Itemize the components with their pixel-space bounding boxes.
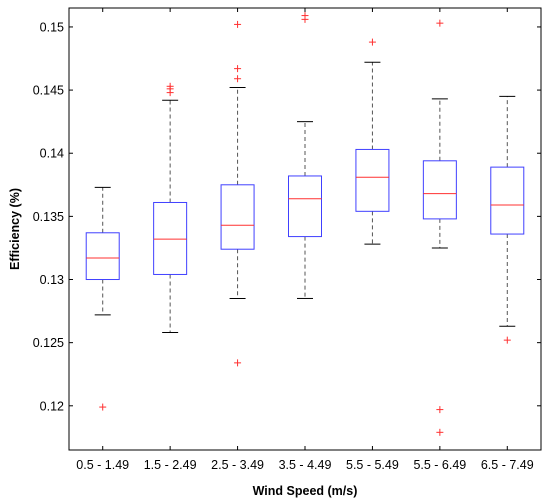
x-tick-label: 3.5 - 4.49 xyxy=(279,458,332,472)
box-group xyxy=(490,95,525,344)
outlier-marker xyxy=(503,336,511,344)
box-iqr xyxy=(288,175,322,238)
outlier-marker xyxy=(301,12,309,20)
y-tick-label: 0.13 xyxy=(40,273,64,287)
plot-frame xyxy=(68,7,542,451)
box-group xyxy=(288,12,322,299)
y-tick-label: 0.135 xyxy=(33,210,64,224)
x-tick-label: 5.5 - 5.49 xyxy=(346,458,399,472)
outlier-marker xyxy=(166,82,174,90)
x-axis-title: Wind Speed (m/s) xyxy=(253,484,358,498)
y-tick-label: 0.14 xyxy=(40,147,64,161)
box-iqr xyxy=(153,201,188,275)
box-iqr xyxy=(85,232,120,281)
box-group xyxy=(422,19,457,436)
y-axis: 0.12 0.125 0.13 0.135 0.14 0.145 0.15 xyxy=(33,20,541,413)
outlier-marker xyxy=(436,19,444,27)
outlier-marker xyxy=(234,20,242,28)
y-tick-label: 0.12 xyxy=(40,399,64,413)
outlier-marker xyxy=(99,403,107,411)
outlier-marker xyxy=(234,65,242,73)
box-iqr xyxy=(422,160,457,220)
x-tick-label: 1.5 - 2.49 xyxy=(144,458,197,472)
box-series xyxy=(85,12,525,436)
box-group xyxy=(85,186,120,411)
box-group xyxy=(153,82,188,334)
outlier-marker xyxy=(234,75,242,83)
x-tick-label: 6.5 - 7.49 xyxy=(481,458,534,472)
box-iqr xyxy=(220,184,255,250)
y-tick-label: 0.125 xyxy=(33,336,64,350)
y-tick-label: 0.145 xyxy=(33,84,64,98)
outlier-marker xyxy=(436,428,444,436)
box-group xyxy=(220,20,255,367)
x-tick-label: 2.5 - 3.49 xyxy=(211,458,264,472)
x-tick-label: 5.5 - 6.49 xyxy=(413,458,466,472)
box-iqr xyxy=(355,148,390,212)
x-axis: 0.5 - 1.49 1.5 - 2.49 2.5 - 3.49 3.5 - 4.49… xyxy=(76,8,534,472)
outlier-marker xyxy=(234,359,242,367)
outlier-marker xyxy=(436,406,444,414)
y-axis-title: Efficiency (%) xyxy=(8,188,22,270)
outlier-marker xyxy=(368,38,376,46)
box-iqr xyxy=(490,166,525,235)
y-tick-label: 0.15 xyxy=(40,20,64,34)
box-group xyxy=(355,38,390,245)
x-tick-label: 0.5 - 1.49 xyxy=(76,458,129,472)
